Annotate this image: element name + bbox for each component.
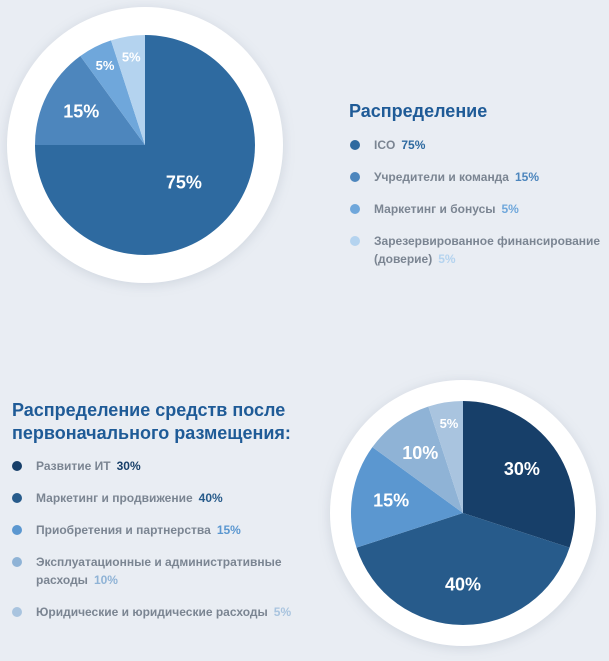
legend-value: 10% — [93, 573, 118, 587]
legend-item: Приобретения и партнерства 15% — [12, 521, 292, 539]
legend-label: Юридические и юридические расходы — [36, 605, 268, 619]
pie-slice — [463, 401, 575, 548]
legend-dot — [12, 525, 22, 535]
legend-item: Учредители и команда 15% — [350, 168, 609, 186]
legend-dot — [350, 140, 360, 150]
legend-item: ICO 75% — [350, 136, 609, 154]
pie-slice — [111, 35, 145, 145]
legend-label: Маркетинг и бонусы — [374, 202, 496, 216]
legend-dot — [12, 493, 22, 503]
legend-label: Учредители и команда — [374, 170, 509, 184]
legend-value: 15% — [216, 523, 241, 537]
legend-value: 5% — [438, 252, 456, 266]
slice-label: 5% — [440, 416, 459, 431]
legend-item: Маркетинг и продвижение 40% — [12, 489, 292, 507]
legend-label: Маркетинг и продвижение — [36, 491, 193, 505]
chart-title: Распределение средств после первоначальн… — [12, 400, 291, 443]
legend-value: 40% — [198, 491, 223, 505]
slice-label: 15% — [373, 490, 409, 510]
legend-item: Зарезервированное финансирование (довери… — [350, 232, 609, 268]
legend: Развитие ИТ 30% Маркетинг и продвижение 40%… — [12, 457, 292, 635]
pie-slice — [372, 406, 463, 513]
pie-slice — [356, 513, 570, 626]
slice-label: 5% — [96, 58, 115, 73]
pie-slice — [35, 56, 145, 145]
legend-item: Развитие ИТ 30% — [12, 457, 292, 475]
slice-label: 15% — [63, 101, 99, 121]
legend-value: 75% — [401, 138, 426, 152]
legend-value: 30% — [116, 459, 141, 473]
legend-dot — [350, 236, 360, 246]
legend-label: Эксплуатационные и административные расх… — [36, 555, 282, 587]
slice-label: 75% — [166, 173, 202, 193]
legend-item: Маркетинг и бонусы 5% — [350, 200, 609, 218]
chart-title: Распределение — [349, 101, 488, 121]
slice-label: 5% — [122, 50, 141, 65]
legend-dot — [350, 204, 360, 214]
legend-dot — [12, 461, 22, 471]
legend-value: 5% — [273, 605, 292, 619]
legend: ICO 75% Учредители и команда 15% Маркетинг и… — [350, 136, 609, 282]
legend-value: 15% — [514, 170, 540, 184]
legend-dot — [12, 557, 22, 567]
slice-label: 40% — [445, 575, 481, 595]
pie-slice — [428, 401, 463, 513]
legend-label: Приобретения и партнерства — [36, 523, 211, 537]
legend-item: Юридические и юридические расходы 5% — [12, 603, 292, 621]
legend-label: Зарезервированное финансирование (довери… — [374, 234, 601, 266]
slice-label: 10% — [402, 443, 438, 463]
legend-label: ICO — [374, 138, 396, 152]
pie-slice — [350, 447, 463, 548]
legend-item: Эксплуатационные и административные расх… — [12, 553, 292, 589]
slice-label: 30% — [504, 459, 540, 479]
legend-value: 5% — [501, 202, 519, 216]
legend-dot — [12, 607, 22, 617]
pie-slice — [80, 40, 145, 145]
legend-dot — [350, 172, 360, 182]
legend-label: Развитие ИТ — [36, 459, 111, 473]
